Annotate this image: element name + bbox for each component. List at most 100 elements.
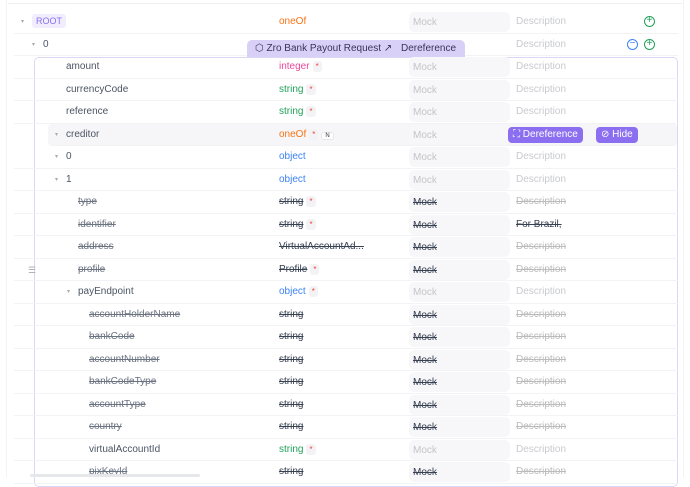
mock-input[interactable]: Mock [409,349,510,370]
schema-row[interactable]: pixKeyId string Mock Description [14,461,678,484]
schema-row[interactable]: accountHolderName string Mock Description [14,304,678,326]
schema-row[interactable]: currencyCode string * Mock Description [14,79,678,101]
schema-row[interactable]: accountNumber string Mock Description [14,349,678,371]
description-input[interactable]: Description [516,331,567,342]
field-name[interactable]: virtualAccountId [89,443,161,455]
field-name[interactable]: creditor [66,128,100,140]
description-input[interactable]: For Brazil, [516,218,562,230]
dereference-button[interactable]: ⛶ Dereference [508,127,583,143]
field-type[interactable]: integer * [279,61,322,72]
mock-input[interactable]: Mock [409,394,510,415]
description-input[interactable]: Description [516,443,567,455]
description-input[interactable]: Description [516,16,567,27]
description-input[interactable]: Description [516,38,567,50]
field-type[interactable]: Profile * [279,263,320,275]
schema-row[interactable]: ▾ 1 object Mock Description [14,169,678,191]
schema-row[interactable]: amount integer * Mock Description [14,56,678,79]
mock-input[interactable]: Mock [409,79,510,100]
field-type[interactable]: object [279,174,306,185]
field-name[interactable]: currencyCode [66,83,129,95]
mock-input[interactable]: Mock [409,327,510,347]
field-type[interactable]: oneOf * N [279,128,334,140]
external-link-icon[interactable]: ↗ [383,43,393,54]
description-input[interactable]: Description [516,151,567,162]
description-input[interactable]: Description [516,196,567,207]
drag-handle-icon[interactable]: ☰ [28,265,37,275]
schema-row[interactable]: reference string * Mock Description [14,101,678,124]
mock-input[interactable]: Mock [409,192,510,212]
field-name[interactable]: reference [66,106,109,117]
field-name[interactable]: accountHolderName [89,308,181,320]
description-input[interactable]: Description [516,398,567,410]
collapse-toggle-icon[interactable]: ▾ [32,41,36,48]
add-circle-icon[interactable]: + [644,16,655,27]
ref-schema-title[interactable]: Zro Bank Payout Request [266,43,382,54]
field-type[interactable]: string [279,421,303,432]
add-circle-icon[interactable]: + [644,38,655,50]
collapse-toggle-icon[interactable]: ▾ [55,131,59,138]
mock-input[interactable]: Mock [409,439,510,460]
field-type[interactable]: string * [279,83,316,95]
mock-input[interactable]: Mock [409,214,510,235]
required-marker[interactable]: * [306,196,316,207]
description-input[interactable]: Description [516,83,567,95]
required-marker[interactable]: * [306,83,316,95]
field-type[interactable]: string [279,399,303,410]
field-name[interactable]: type [78,196,97,207]
field-name[interactable]: 1 [66,173,72,185]
field-name[interactable]: 0 [66,151,72,162]
collapse-toggle-icon[interactable]: ▾ [21,19,25,25]
schema-row[interactable]: ▾ ROOT oneOf Mock Description + [14,11,678,34]
field-name[interactable]: profile [78,263,106,275]
description-input[interactable]: Description [516,376,567,387]
mock-input[interactable]: Mock [409,57,510,77]
description-input[interactable]: Description [516,353,567,365]
required-marker[interactable]: * [312,61,322,72]
collapse-toggle-icon[interactable]: ▾ [67,289,71,295]
collapse-toggle-icon[interactable]: ▾ [55,176,59,183]
field-name[interactable]: bankCode [89,331,135,342]
mock-input[interactable]: Mock [409,102,510,122]
field-type[interactable]: VirtualAccountAd... [279,241,364,252]
field-type[interactable]: string [279,354,303,365]
required-marker[interactable]: * [306,106,316,117]
field-type[interactable]: object * [279,286,318,297]
dereference-link[interactable]: Dereference [400,43,457,54]
field-type[interactable]: string [279,376,303,387]
field-name[interactable]: identifier [78,218,116,230]
description-input[interactable]: Description [516,466,567,477]
schema-row[interactable]: address VirtualAccountAd... Mock Descriptio… [14,236,678,259]
mock-input[interactable]: Mock [409,372,510,392]
schema-row[interactable]: virtualAccountId string * Mock Description [14,439,678,461]
field-type[interactable]: string * [279,218,316,230]
required-marker[interactable]: * [310,263,320,275]
mock-input[interactable]: Mock [409,417,510,437]
field-type[interactable]: string [279,466,303,477]
field-name[interactable]: country [89,421,122,432]
mock-input[interactable]: Mock [409,169,510,190]
mock-input[interactable]: Mock [409,462,510,482]
mock-input[interactable]: Mock [409,147,510,167]
field-name[interactable]: accountType [89,398,146,410]
mock-input[interactable]: Mock [409,304,510,325]
collapse-toggle-icon[interactable]: ▾ [55,154,59,160]
field-name[interactable]: pixKeyId [89,466,128,477]
field-type[interactable]: oneOf [279,16,306,27]
schema-row[interactable]: bankCodeType string Mock Description [14,371,678,394]
field-type[interactable]: string [279,309,303,320]
hide-button[interactable]: ⊘ Hide [596,127,638,143]
description-input[interactable]: Description [516,263,567,275]
field-name[interactable]: ROOT [32,14,66,28]
description-input[interactable]: Description [516,241,567,252]
field-type[interactable]: string * [279,443,316,455]
schema-row[interactable]: accountType string Mock Description [14,394,678,416]
field-name[interactable]: payEndpoint [78,286,134,297]
required-marker[interactable]: * [309,128,319,140]
field-type[interactable]: string [279,331,303,342]
mock-input[interactable]: Mock [409,12,510,32]
required-marker[interactable]: * [308,286,318,297]
field-type[interactable]: string * [279,106,316,117]
description-input[interactable]: Description [516,286,567,297]
field-name[interactable]: address [78,241,114,252]
field-type[interactable]: string * [279,196,316,207]
